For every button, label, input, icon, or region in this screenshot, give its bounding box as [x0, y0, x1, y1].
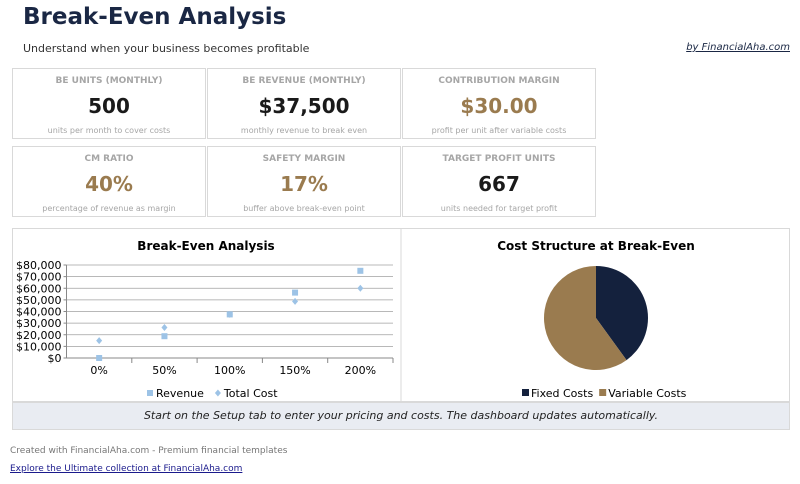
footer-credit: Created with FinancialAha.com - Premium … [10, 446, 288, 456]
marker [226, 310, 233, 318]
x-tick-label: 0% [90, 364, 107, 377]
y-tick-label: $40,000 [16, 306, 62, 319]
y-tick-label: $20,000 [16, 329, 62, 342]
marker [96, 355, 103, 361]
legend-label: Revenue [156, 387, 204, 400]
charts: Break-Even Analysis $0$10,000$20,000$30,0… [16, 228, 695, 402]
card-note: units per month to cover costs [47, 126, 171, 135]
marker [357, 284, 364, 292]
x-tick-label: 150% [279, 364, 310, 377]
x-tick-label: 50% [152, 364, 176, 377]
site-link[interactable]: by FinancialAha.com [686, 42, 790, 53]
card-value: $30.00 [460, 94, 538, 118]
y-tick-label: $50,000 [16, 294, 62, 307]
chart-title: Break-Even Analysis [137, 239, 274, 253]
marker [214, 389, 221, 397]
legend-swatch [599, 389, 607, 396]
card-title: CM RATIO [84, 154, 134, 164]
legend-label: Total Cost [223, 387, 278, 400]
pie-slice [544, 266, 627, 370]
notice: Start on the Setup tab to enter your pri… [12, 402, 790, 430]
y-tick-label: $0 [48, 352, 62, 365]
card-value: 667 [478, 172, 520, 196]
card-title: TARGET PROFIT UNITS [442, 154, 556, 164]
subtitle: Understand when your business becomes pr… [23, 42, 310, 55]
legend-label: Fixed Costs [531, 387, 593, 400]
marker [357, 267, 364, 274]
card-value: 40% [85, 172, 133, 196]
card-title: CONTRIBUTION MARGIN [438, 76, 560, 86]
kpi-card: BE UNITS (MONTHLY) 500 units per month to … [12, 68, 206, 139]
y-tick-label: $80,000 [16, 259, 62, 272]
kpi-card: CONTRIBUTION MARGIN $30.00 profit per unit… [402, 68, 596, 139]
marker [161, 333, 168, 340]
card-note: profit per unit after variable costs [431, 126, 567, 135]
card-note: monthly revenue to break even [240, 126, 368, 135]
y-tick-label: $30,000 [16, 317, 62, 330]
marker [161, 323, 168, 331]
marker [96, 337, 103, 345]
pie-slice [596, 266, 648, 361]
x-tick-label: 100% [214, 364, 245, 377]
page-title: Break-Even Analysis [23, 4, 287, 30]
marker [292, 297, 299, 305]
card-note: percentage of revenue as margin [42, 204, 176, 213]
kpi-card: TARGET PROFIT UNITS 667 units needed for t… [402, 146, 596, 217]
card-title: SAFETY MARGIN [262, 154, 346, 164]
card-value: 17% [280, 172, 328, 196]
footer-link[interactable]: Explore the Ultimate collection at Finan… [10, 464, 243, 474]
x-tick-label: 200% [345, 364, 376, 377]
card-note: buffer above break-even point [243, 204, 365, 213]
legend-swatch [522, 389, 529, 396]
card-value: $37,500 [258, 94, 350, 118]
marker [292, 289, 299, 296]
kpi-card: BE REVENUE (MONTHLY) $37,500 monthly reven… [207, 68, 401, 139]
y-tick-label: $70,000 [16, 271, 62, 284]
card-title: BE REVENUE (MONTHLY) [242, 76, 366, 86]
y-tick-label: $10,000 [16, 340, 62, 353]
kpi-card: SAFETY MARGIN 17% buffer above break-even … [207, 146, 401, 217]
card-note: units needed for target profit [440, 204, 558, 213]
card-value: 500 [88, 94, 130, 118]
marker [147, 390, 153, 396]
kpi-card: CM RATIO 40% percentage of revenue as marg… [12, 146, 206, 217]
y-tick-label: $60,000 [16, 282, 62, 295]
chart-title: Cost Structure at Break-Even [497, 239, 695, 253]
legend-label: Variable Costs [608, 387, 686, 400]
card-title: BE UNITS (MONTHLY) [55, 76, 163, 86]
